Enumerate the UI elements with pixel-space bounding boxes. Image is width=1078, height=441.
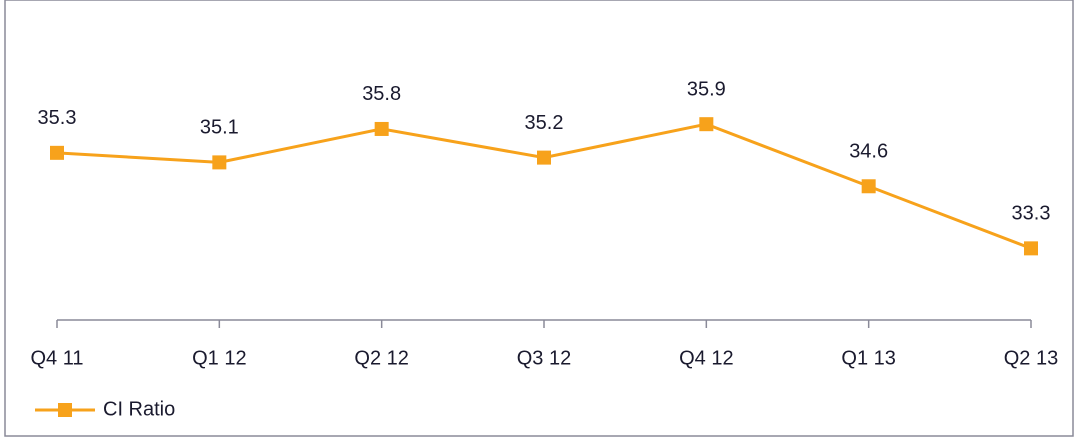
x-tick-label: Q2 13 — [1004, 347, 1058, 369]
x-tick-label: Q4 12 — [679, 347, 733, 369]
x-tick-label: Q4 11 — [31, 347, 84, 369]
data-label: 34.6 — [849, 141, 888, 163]
point-marker — [1024, 241, 1038, 256]
data-label: 35.2 — [525, 112, 564, 134]
x-tick-label: Q3 12 — [517, 347, 571, 369]
data-label: 35.8 — [362, 83, 401, 105]
point-marker — [50, 145, 64, 160]
data-label: 35.1 — [200, 117, 239, 139]
x-tick-label: Q2 12 — [354, 347, 408, 369]
point-marker — [212, 155, 227, 170]
x-tick-label: Q1 12 — [192, 347, 246, 369]
data-label: 35.9 — [687, 78, 726, 100]
point-marker — [861, 179, 876, 194]
data-label: 33.3 — [1012, 203, 1051, 225]
legend-marker — [58, 403, 72, 417]
point-marker — [537, 150, 551, 165]
point-marker — [699, 117, 714, 132]
legend-label: CI Ratio — [103, 398, 175, 420]
point-marker — [374, 121, 389, 136]
x-tick-label: Q1 13 — [841, 347, 895, 369]
data-label: 35.3 — [38, 107, 77, 129]
chart-frame — [4, 0, 1074, 437]
